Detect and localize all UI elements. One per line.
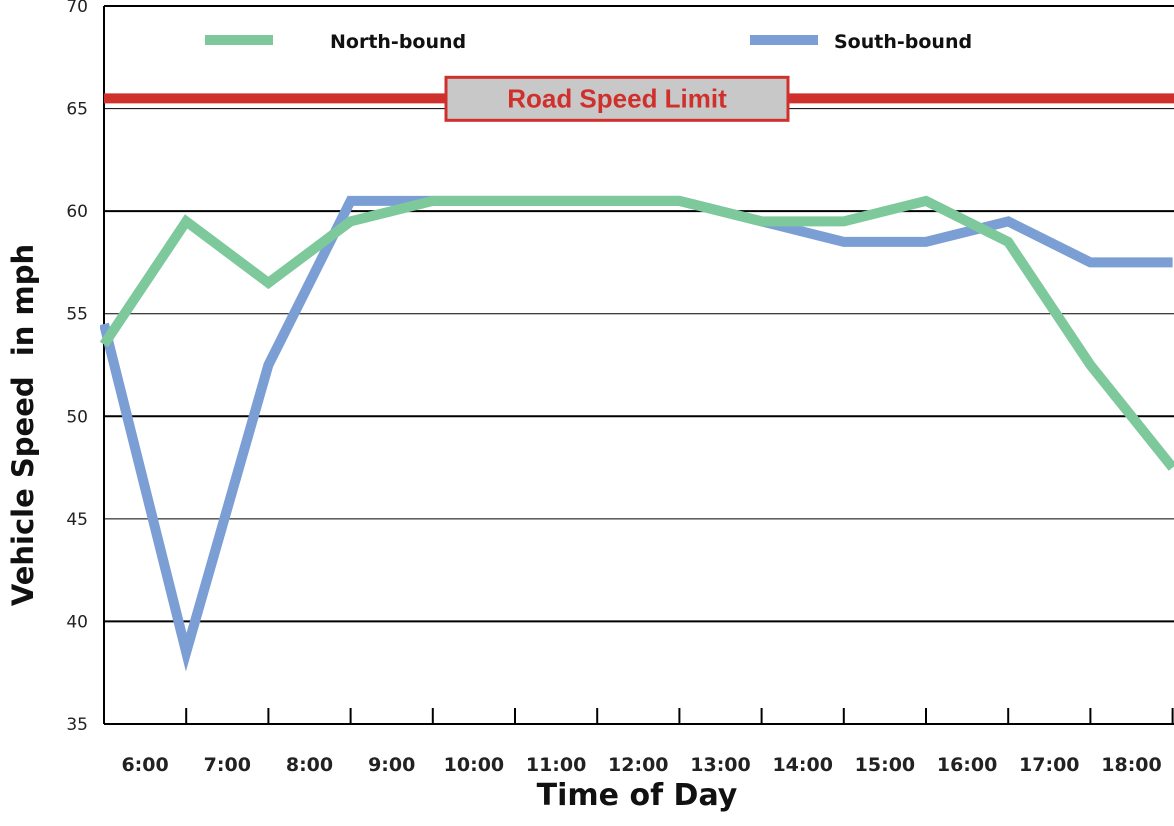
x-tick-label: 7:00 bbox=[204, 754, 251, 776]
x-axis-title: Time of Day bbox=[537, 778, 738, 813]
y-tick-label: 35 bbox=[66, 715, 88, 735]
legend-label-north-bound: North-bound bbox=[330, 31, 466, 53]
axes bbox=[103, 5, 1174, 725]
x-tick-label: 11:00 bbox=[526, 754, 586, 776]
legend-label-south-bound: South-bound bbox=[834, 31, 972, 53]
series-lines bbox=[100, 195, 1174, 672]
y-tick-label: 40 bbox=[66, 612, 88, 632]
y-tick-label: 55 bbox=[66, 305, 88, 325]
y-tick-label: 65 bbox=[66, 100, 88, 120]
y-tick-label: 50 bbox=[66, 407, 88, 427]
x-tick-label: 15:00 bbox=[855, 754, 915, 776]
y-tick-label: 70 bbox=[66, 0, 88, 17]
speed-limit-label-box bbox=[444, 75, 790, 122]
x-tick-label: 10:00 bbox=[444, 754, 504, 776]
x-tick-labels: 6:00 7:00 8:00 9:00 10:00 11:00 12:00 13:00 14:0… bbox=[121, 754, 1161, 776]
y-tick-labels: 35 40 45 50 55 60 65 70 bbox=[66, 0, 88, 735]
legend: North-bound South-bound bbox=[205, 31, 972, 53]
series-line-north-bound bbox=[100, 195, 1174, 471]
series-line-south-bound bbox=[100, 195, 1173, 672]
x-tick-label: 8:00 bbox=[286, 754, 333, 776]
x-tick-label: 18:00 bbox=[1101, 754, 1161, 776]
x-tick-label: 9:00 bbox=[368, 754, 415, 776]
x-tick-label: 16:00 bbox=[937, 754, 997, 776]
y-tick-label: 45 bbox=[66, 510, 88, 530]
x-tick-label: 13:00 bbox=[690, 754, 750, 776]
x-tick-label: 14:00 bbox=[772, 754, 832, 776]
y-tick-label: 60 bbox=[66, 202, 88, 222]
x-tick-label: 17:00 bbox=[1019, 754, 1079, 776]
x-tick-label: 12:00 bbox=[608, 754, 668, 776]
speed-limit-label: Road Speed Limit bbox=[507, 83, 727, 113]
y-axis-title: Vehicle Speed in mph bbox=[6, 244, 40, 606]
x-tick-label: 6:00 bbox=[121, 754, 168, 776]
speed-limit-reference: Road Speed Limit bbox=[104, 75, 1174, 122]
